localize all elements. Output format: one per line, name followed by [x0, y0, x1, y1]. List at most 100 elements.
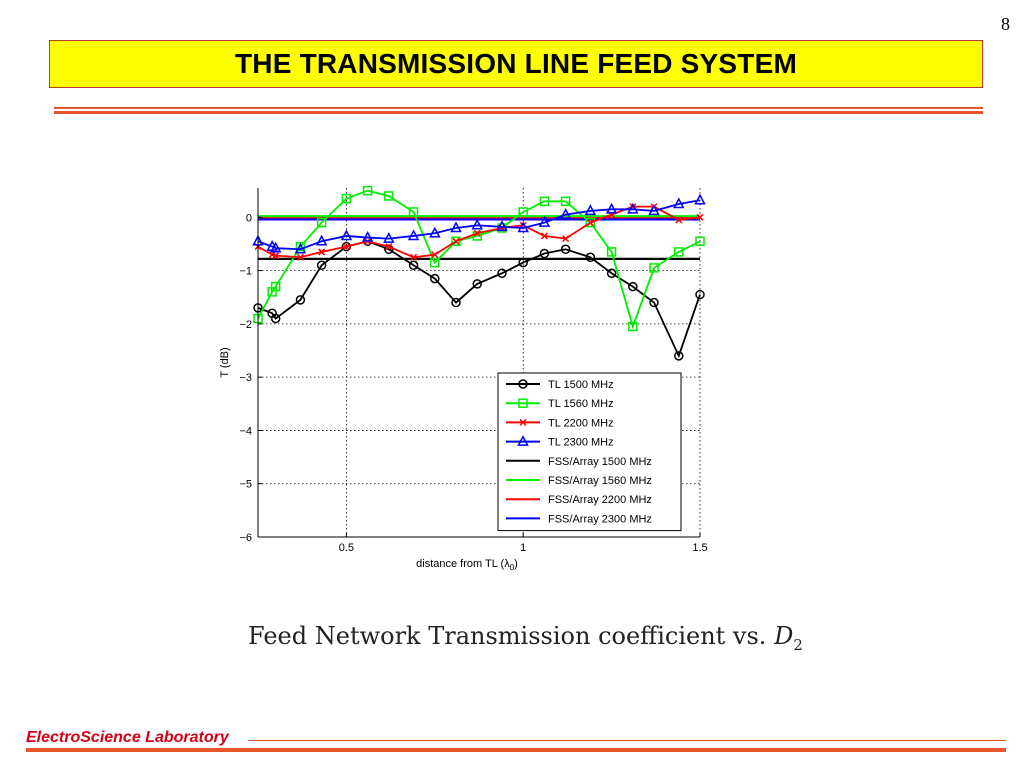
- legend-box: [497, 372, 682, 532]
- title-rule-thin: [54, 107, 983, 109]
- data-point: [562, 235, 570, 243]
- data-point: [559, 208, 572, 219]
- legend-entry: TL 2300 MHz: [506, 434, 614, 449]
- reference-lines-layer: [258, 215, 700, 260]
- data-point: [649, 297, 659, 308]
- data-point: [384, 191, 394, 201]
- data-point: [408, 207, 419, 217]
- data-point: [408, 260, 419, 271]
- data-point: [496, 220, 508, 232]
- legend-label: FSS/Array 2300 MHz: [548, 513, 652, 525]
- footer-rule-thick: [26, 748, 1006, 752]
- data-point: [450, 221, 462, 233]
- data-point: [340, 229, 353, 241]
- legend-entry: FSS/Array 2200 MHz: [506, 494, 652, 506]
- data-point: [452, 237, 460, 245]
- legend-swatch-marker: [519, 418, 527, 426]
- data-point: [648, 204, 660, 216]
- y-tick-label: −5: [239, 479, 252, 491]
- y-tick-label: −2: [239, 319, 252, 331]
- data-point: [538, 216, 551, 227]
- data-point: [430, 257, 440, 268]
- data-point: [605, 202, 618, 214]
- legend-swatch-marker: [518, 379, 528, 389]
- data-point: [295, 241, 306, 252]
- data-point: [410, 253, 418, 261]
- data-point: [518, 207, 528, 217]
- data-point: [694, 193, 706, 205]
- y-tick-label: −3: [239, 372, 252, 384]
- title-banner: THE TRANSMISSION LINE FEED SYSTEM: [49, 40, 983, 88]
- data-point: [472, 231, 482, 241]
- footer-lab-name: ElectroScience Laboratory: [26, 729, 229, 746]
- x-axis-label-main: distance from TL (λ: [416, 558, 510, 570]
- data-point: [518, 257, 528, 268]
- data-point: [695, 289, 705, 300]
- y-tick-label: −1: [239, 266, 252, 278]
- data-point: [627, 202, 639, 214]
- figure-caption: Feed Network Transmission coefficient vs…: [248, 622, 803, 654]
- legend-entry: TL 2200 MHz: [506, 417, 614, 429]
- legend-layer: TL 1500 MHz TL 1560 MHz TL 2200 MHz TL 2300…: [497, 372, 682, 532]
- chart: 0 −1 −2 −3 −4 −5 −6 0.5 1 1.5 TL 1500 MHz TL 1560 …: [210, 180, 730, 590]
- series-line: [257, 240, 701, 359]
- data-point: [407, 229, 420, 241]
- data-point: [675, 216, 683, 224]
- caption-variable-sub: 2: [793, 635, 803, 654]
- data-point: [429, 226, 441, 238]
- x-axis-label-end: ): [514, 558, 518, 570]
- data-point: [539, 248, 550, 259]
- y-tick-label: −4: [239, 425, 252, 437]
- data-point: [270, 281, 281, 292]
- data-point: [539, 196, 550, 207]
- data-point: [674, 351, 684, 361]
- data-point: [497, 268, 507, 279]
- series-line: [257, 189, 701, 330]
- legend-swatch-marker: [518, 398, 528, 408]
- chart-svg: 0 −1 −2 −3 −4 −5 −6 0.5 1 1.5 TL 1500 MHz TL 1560 …: [219, 185, 708, 572]
- data-point: [585, 252, 596, 263]
- x-tick-label: 1: [520, 542, 526, 554]
- caption-variable: D: [774, 622, 794, 650]
- legend-entry: FSS/Array 1500 MHz: [506, 456, 652, 468]
- data-point: [272, 252, 280, 260]
- data-point: [269, 241, 282, 253]
- x-tick-label: 0.5: [339, 542, 354, 554]
- series-line: [257, 199, 701, 251]
- data-point: [342, 243, 350, 251]
- data-point: [430, 273, 440, 284]
- data-point: [560, 244, 571, 255]
- data-point: [584, 204, 597, 216]
- data-point: [316, 260, 327, 271]
- data-point: [695, 236, 705, 247]
- data-point: [270, 313, 281, 324]
- data-point: [586, 219, 594, 227]
- data-point: [294, 242, 307, 254]
- series-1: [253, 236, 705, 361]
- data-point: [472, 279, 482, 289]
- data-point: [451, 236, 461, 247]
- caption-text: Feed Network Transmission coefficient vs…: [248, 622, 767, 650]
- data-point: [451, 297, 461, 308]
- legend-entry: FSS/Array 2300 MHz: [506, 513, 652, 525]
- data-point: [295, 295, 306, 305]
- series-line: [257, 205, 701, 259]
- data-point: [471, 218, 483, 230]
- legend-label: TL 1560 MHz: [548, 398, 614, 410]
- data-point: [674, 247, 684, 257]
- data-point: [540, 232, 548, 240]
- data-point: [517, 221, 529, 233]
- data-point: [341, 193, 352, 204]
- page-number: 8: [1001, 14, 1010, 34]
- data-point: [383, 232, 395, 243]
- series-layer: [252, 185, 706, 361]
- legend-label: TL 2300 MHz: [548, 437, 614, 449]
- data-point: [696, 213, 704, 221]
- legend-label: FSS/Array 1500 MHz: [548, 456, 652, 468]
- series-3: [254, 203, 704, 261]
- data-point: [628, 281, 638, 292]
- data-point: [431, 251, 439, 259]
- x-axis-label-sub: 0: [510, 563, 515, 572]
- x-axis-label: distance from TL (λ0): [416, 558, 518, 572]
- slide-title: THE TRANSMISSION LINE FEED SYSTEM: [235, 48, 797, 79]
